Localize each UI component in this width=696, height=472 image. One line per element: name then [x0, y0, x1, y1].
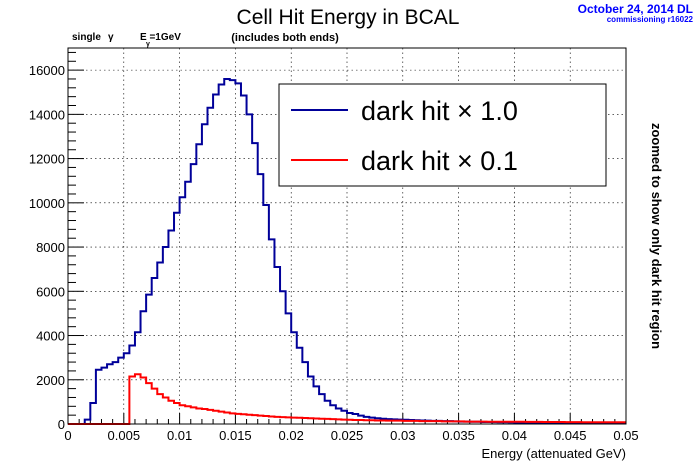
- legend-label-dark-hit-0-1: dark hit × 0.1: [361, 146, 518, 176]
- y-tick-label: 8000: [36, 240, 65, 255]
- x-tick-label: 0.035: [442, 428, 475, 443]
- series-group: [68, 77, 626, 425]
- y-tick-label: 12000: [29, 152, 65, 167]
- chart-subtitle: (includes both ends): [231, 32, 339, 44]
- energy-label: E =1GeV: [140, 32, 181, 43]
- plot-frame: [67, 47, 627, 425]
- date-stamp: October 24, 2014 DL: [578, 2, 693, 16]
- y-tick-label: 2000: [36, 373, 65, 388]
- x-tick-label: 0.02: [279, 428, 304, 443]
- legend-label-dark-hit-1: dark hit × 1.0: [361, 96, 518, 126]
- x-tick-label: 0.025: [331, 428, 364, 443]
- chart-title: Cell Hit Energy in BCAL: [237, 6, 460, 29]
- legend-box: [278, 83, 607, 187]
- energy-subscript: γ: [146, 41, 150, 48]
- y-tick-label: 4000: [36, 329, 65, 344]
- x-tick-label: 0.04: [502, 428, 527, 443]
- run-stamp: commissioning r16022: [607, 15, 694, 24]
- series-line-1: [68, 373, 626, 425]
- y-tick-label: 6000: [36, 284, 65, 299]
- x-tick-label: 0.005: [108, 428, 141, 443]
- gamma-symbol: γ: [108, 32, 114, 43]
- x-tick-label: 0.05: [613, 428, 638, 443]
- x-tick-label: 0.03: [390, 428, 415, 443]
- y-tick-label: 16000: [29, 63, 65, 78]
- x-tick-label: 0.01: [167, 428, 192, 443]
- y-tick-label: 14000: [29, 107, 65, 122]
- x-tick-label: 0: [64, 428, 71, 443]
- x-tick-label: 0.015: [219, 428, 252, 443]
- single-label: single: [72, 32, 101, 43]
- y-tick-label: 10000: [29, 196, 65, 211]
- axis-ticks: 0 0.005 0.01 0.015 0.02 0.025 0.03 0.035 0.04 0.0…: [29, 51, 639, 443]
- legend: dark hit × 1.0 dark hit × 0.1: [278, 83, 607, 187]
- y-tick-label: 0: [58, 417, 65, 432]
- x-axis-label: Energy (attenuated GeV): [481, 446, 626, 461]
- side-note: zoomed to show only dark hit region: [649, 123, 664, 349]
- x-tick-label: 0.045: [554, 428, 587, 443]
